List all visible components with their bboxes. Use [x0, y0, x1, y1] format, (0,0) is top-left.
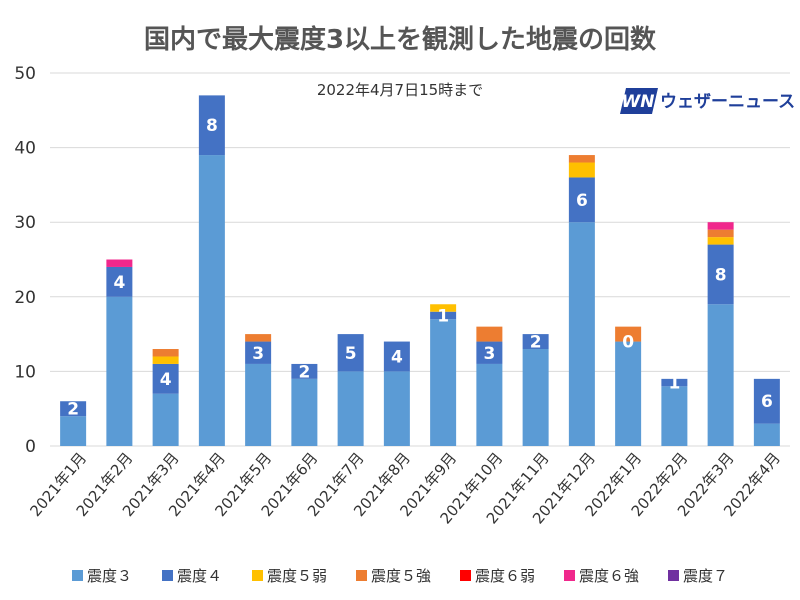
legend-swatch [252, 570, 263, 581]
legend-swatch [162, 570, 173, 581]
data-label: 8 [206, 116, 218, 136]
bar-segment-震度３ [568, 222, 595, 446]
bar-segment-震度５強 [615, 326, 642, 342]
legend-swatch [564, 570, 575, 581]
bar-segment-震度５強 [707, 229, 734, 238]
y-tick-label: 40 [14, 139, 36, 159]
data-label: 3 [252, 344, 264, 364]
legend-label: 震度５強 [371, 567, 431, 585]
bar-segment-震度５弱 [152, 356, 179, 364]
bar-segment-震度５強 [245, 334, 272, 342]
data-label: 2 [67, 400, 79, 420]
bar-segment-震度３ [106, 296, 133, 446]
brand-logo-mark-bg [620, 88, 658, 114]
legend-label: 震度５弱 [267, 567, 327, 585]
legend-swatch [72, 570, 83, 581]
legend-label: 震度６弱 [475, 567, 535, 585]
bars [60, 95, 780, 446]
bar-segment-震度５強 [476, 326, 503, 342]
bar-segment-震度４ [568, 177, 595, 223]
legend-label: 震度７ [683, 567, 728, 585]
bar-segment-震度５弱 [707, 237, 734, 245]
chart-title: 国内で最大震度3以上を観測した地震の回数 [144, 24, 657, 55]
data-label: 6 [576, 191, 588, 211]
x-axis-ticks: 2021年1月2021年2月2021年3月2021年4月2021年5月2021年… [26, 449, 783, 527]
brand-logo-mark: WN [622, 92, 655, 112]
bar-segment-震度５強 [152, 349, 179, 357]
bar-segment-震度３ [60, 416, 87, 446]
bar-segment-震度６強 [707, 222, 734, 230]
bar-segment-震度５弱 [568, 162, 595, 178]
bar-segment-震度４ [152, 363, 179, 394]
legend-swatch [668, 570, 679, 581]
legend-label: 震度３ [87, 567, 132, 585]
y-tick-label: 30 [14, 213, 36, 233]
data-label: 8 [715, 265, 727, 285]
bar-segment-震度３ [615, 341, 642, 446]
bar-segment-震度４ [60, 401, 87, 417]
bar-segment-震度４ [291, 363, 318, 379]
data-labels: 2 4 4 8 3 2 5 4 1 3 2 6 0 1 8 6 [67, 116, 773, 419]
bar-segment-震度３ [152, 393, 179, 446]
data-label: 1 [437, 306, 449, 326]
bar-segment-震度４ [245, 341, 272, 364]
data-label: 4 [113, 273, 125, 293]
bar-segment-震度３ [383, 371, 410, 446]
bar-segment-震度３ [430, 319, 457, 446]
brand-logo-name: ウェザーニュース [660, 92, 795, 112]
y-tick-label: 20 [14, 288, 36, 308]
legend: 震度３ 震度４ 震度５弱 震度５強 震度６弱 震度６強 震度７ [72, 567, 728, 585]
brand-logo: WN ウェザーニュース [620, 88, 795, 114]
bar-segment-震度３ [753, 423, 780, 446]
data-label: 5 [345, 344, 357, 364]
data-label: 2 [298, 362, 310, 382]
bar-segment-震度３ [661, 386, 688, 446]
bar-segment-震度４ [198, 95, 225, 156]
bar-segment-震度５強 [568, 155, 595, 163]
legend-swatch [356, 570, 367, 581]
legend-swatch [460, 570, 471, 581]
bar-segment-震度３ [707, 304, 734, 446]
data-label: 4 [160, 370, 172, 390]
bar-segment-震度４ [106, 266, 133, 297]
y-tick-label: 0 [25, 437, 36, 457]
bar-segment-震度４ [337, 334, 364, 372]
bar-segment-震度３ [522, 349, 549, 446]
bar-segment-震度４ [707, 244, 734, 305]
bar-segment-震度３ [245, 363, 272, 446]
bar-segment-震度３ [198, 155, 225, 446]
data-label: 3 [483, 344, 495, 364]
bar-segment-震度４ [753, 378, 780, 424]
chart-subtitle: 2022年4月7日15時まで [317, 81, 483, 99]
bar-segment-震度３ [337, 371, 364, 446]
y-tick-label: 50 [14, 64, 36, 84]
bar-segment-震度４ [383, 341, 410, 372]
y-tick-label: 10 [14, 362, 36, 382]
bar-segment-震度３ [476, 363, 503, 446]
bar-segment-震度６強 [106, 259, 133, 267]
bar-segment-震度５弱 [430, 304, 457, 312]
data-label: 0 [622, 333, 634, 353]
bar-segment-震度４ [661, 378, 688, 387]
bar-segment-震度４ [522, 334, 549, 350]
data-label: 6 [761, 392, 773, 412]
data-label: 2 [530, 333, 542, 353]
bar-segment-震度４ [430, 311, 457, 320]
legend-label: 震度６強 [579, 567, 639, 585]
legend-label: 震度４ [177, 567, 222, 585]
y-axis-ticks: 0 10 20 30 40 50 [14, 64, 36, 457]
data-label: 4 [391, 347, 403, 367]
data-label: 1 [668, 374, 680, 394]
bar-segment-震度４ [476, 341, 503, 364]
bar-segment-震度３ [291, 378, 318, 446]
